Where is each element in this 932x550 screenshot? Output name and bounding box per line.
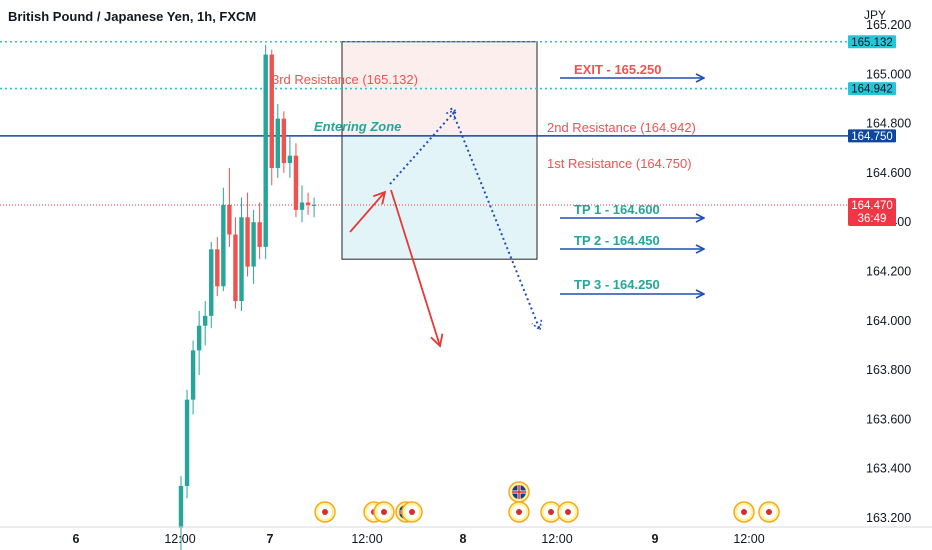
candle-body[interactable] [215,249,220,287]
tp2-label: TP 2 - 164.450 [574,233,660,248]
x-tick-label: 12:00 [733,532,764,546]
tp1-label: TP 1 - 164.600 [574,202,660,217]
jp-flag-icon[interactable] [557,501,579,523]
exit-label: EXIT - 165.250 [574,62,661,77]
jp-flag-icon[interactable] [733,501,755,523]
jp-flag-icon[interactable] [508,501,530,523]
current-price-tag: 164.470 36:49 [848,197,896,226]
y-tick-label: 163.600 [866,412,911,426]
drop-down-arrow [390,189,444,348]
candle-body[interactable] [281,118,287,164]
x-tick-label: 12:00 [164,532,195,546]
time-axis[interactable]: 6 12:00 7 12:00 8 12:00 9 12:00 [0,526,932,546]
y-tick-label: 165.000 [866,67,911,81]
y-tick-label: 165.200 [866,18,911,32]
candle-body[interactable] [245,217,250,267]
flag-sun [548,509,554,515]
candle-body[interactable] [311,204,317,206]
entering-zone-box[interactable] [341,41,538,260]
candle-body[interactable] [305,202,311,205]
candle-body[interactable] [184,399,190,486]
candle-body[interactable] [190,350,196,400]
svg-text:164.942: 164.942 [851,84,893,96]
candle-body[interactable] [275,118,280,168]
jp-flag-icon[interactable] [758,501,780,523]
flag-sun [516,509,522,515]
candle-body[interactable] [263,54,268,247]
y-tick-label: 164.600 [866,166,911,180]
chart-title: British Pound / Japanese Yen, 1h, FXCM [8,9,256,24]
candle-body[interactable] [257,222,262,247]
price-axis[interactable]: 165.400165.200165.000164.800164.600164.4… [866,0,911,525]
economic-events-row[interactable] [314,481,780,523]
candle-body[interactable] [221,204,226,287]
first-resistance-label: 1st Resistance (164.750) [547,156,692,171]
y-tick-label: 164.000 [866,314,911,328]
zone-lower-fill [342,135,537,260]
x-tick-label: 12:00 [351,532,382,546]
y-tick-label: 163.400 [866,462,911,476]
x-tick-label: 6 [73,532,80,546]
candle-body[interactable] [178,485,184,528]
y-tick-label: 163.800 [866,363,911,377]
x-tick-label: 7 [267,532,274,546]
level-tag-165132: 165.132 [848,35,896,49]
level-tag-164942: 164.942 [848,82,896,96]
flag-sun [565,509,571,515]
flag-sun [409,509,415,515]
candle-body[interactable] [203,315,208,326]
currency-label: JPY [864,8,886,22]
candle-body[interactable] [209,249,214,316]
plot-area[interactable] [0,40,848,550]
candle-body[interactable] [299,202,305,210]
x-tick-label: 9 [652,532,659,546]
flag-sun [766,509,772,515]
flag-sun [381,509,387,515]
x-tick-label: 12:00 [541,532,572,546]
jp-flag-icon[interactable] [314,501,336,523]
y-tick-label: 164.200 [866,265,911,279]
svg-text:165.132: 165.132 [851,37,893,49]
flag-sun [322,509,328,515]
level-tag-164750: 164.750 [848,129,896,143]
y-tick-label: 163.200 [866,511,911,525]
entry-up-arrow [349,190,387,233]
forecast-up-dotted [389,108,458,185]
candle-body[interactable] [227,204,232,235]
flag-sun [741,509,747,515]
second-resistance-label: 2nd Resistance (164.942) [547,120,696,135]
svg-text:164.750: 164.750 [851,131,893,143]
svg-text:36:49: 36:49 [858,213,887,225]
tp3-label: TP 3 - 164.250 [574,277,660,292]
candle-body[interactable] [287,155,293,164]
candle-body[interactable] [293,155,299,210]
gb-flag-icon[interactable] [508,481,530,503]
candle-body[interactable] [233,234,238,302]
svg-text:164.470: 164.470 [851,200,893,212]
jp-flag-icon[interactable] [373,501,395,523]
entering-zone-label: Entering Zone [314,119,401,134]
candle-body[interactable] [239,217,244,302]
x-tick-label: 8 [460,532,467,546]
jp-flag-icon[interactable] [401,501,423,523]
candle-body[interactable] [251,222,256,267]
third-resistance-label: 3rd Resistance (165.132) [272,72,418,87]
candle-body[interactable] [269,54,274,168]
candle-body[interactable] [196,325,202,351]
zone-upper-fill [342,41,537,136]
y-tick-label: 164.800 [866,117,911,131]
jp-flag-icon[interactable] [540,501,562,523]
